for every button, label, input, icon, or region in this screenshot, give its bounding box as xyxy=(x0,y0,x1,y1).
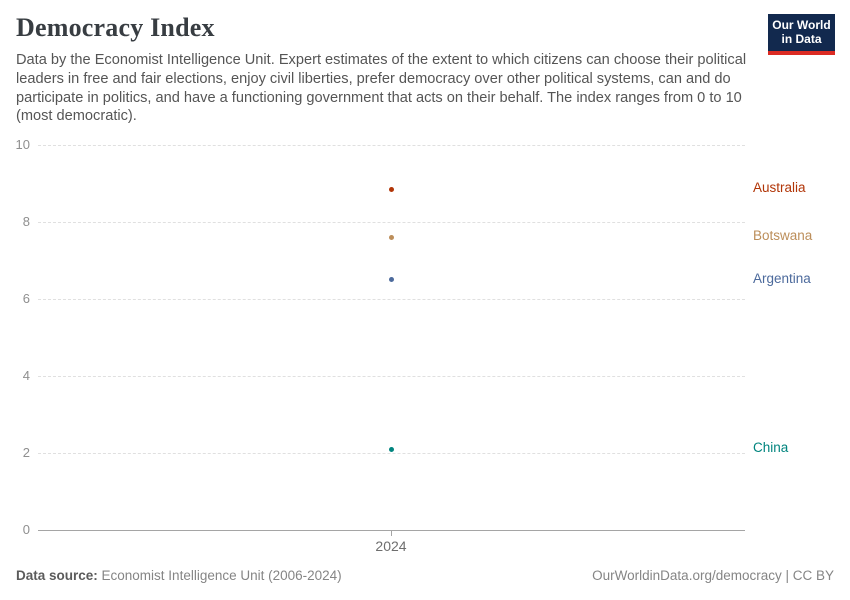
owid-citation-link[interactable]: OurWorldinData.org/democracy | CC BY xyxy=(592,568,834,583)
y-axis-tick-label: 4 xyxy=(22,368,30,383)
owid-logo-line1: Our World xyxy=(772,18,831,32)
entity-label-australia[interactable]: Australia xyxy=(753,180,806,196)
y-axis-tick-label: 6 xyxy=(22,291,30,306)
y-axis-tick-label: 8 xyxy=(22,214,30,229)
owid-logo-line2: in Data xyxy=(781,32,822,46)
x-axis-tick xyxy=(391,530,392,536)
gridline xyxy=(38,376,745,377)
owid-logo[interactable]: Our World in Data xyxy=(768,14,835,55)
data-point-argentina[interactable] xyxy=(388,277,394,283)
data-source-label: Data source: xyxy=(16,568,98,583)
entity-label-argentina[interactable]: Argentina xyxy=(753,270,811,286)
data-source-text: Economist Intelligence Unit (2006-2024) xyxy=(97,568,342,583)
gridline xyxy=(38,222,745,223)
data-point-australia[interactable] xyxy=(388,186,394,192)
gridline xyxy=(38,145,745,146)
y-axis-tick-label: 10 xyxy=(15,137,30,152)
data-point-china[interactable] xyxy=(388,446,394,452)
chart-subtitle: Data by the Economist Intelligence Unit.… xyxy=(16,52,747,125)
page-title: Democracy Index xyxy=(16,13,215,42)
gridline xyxy=(38,453,745,454)
entity-label-china[interactable]: China xyxy=(753,440,789,456)
gridline xyxy=(38,299,745,300)
data-source-note: Data source: Economist Intelligence Unit… xyxy=(16,568,342,583)
y-axis-tick-label: 0 xyxy=(22,522,30,537)
data-point-botswana[interactable] xyxy=(388,234,394,240)
entity-label-botswana[interactable]: Botswana xyxy=(753,228,813,244)
x-axis-tick-label: 2024 xyxy=(375,538,407,554)
y-axis-tick-label: 2 xyxy=(22,445,30,460)
chart-footer: Data source: Economist Intelligence Unit… xyxy=(16,568,834,583)
